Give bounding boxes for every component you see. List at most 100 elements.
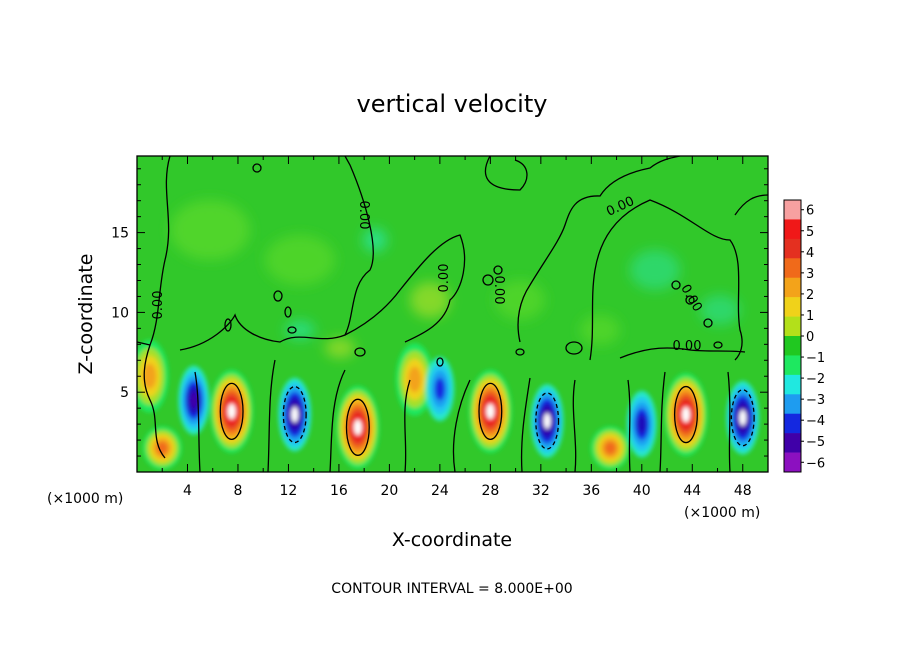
y-tick-label: 15 <box>111 226 129 242</box>
contour-label-4: 0.00 <box>491 276 506 305</box>
colorbar-swatch <box>784 433 801 453</box>
colorbar-tick-label: −5 <box>806 435 825 450</box>
zero-contour-16 <box>572 379 577 472</box>
downdraft-core-6-level-7 <box>739 410 747 426</box>
colorbar-swatch <box>784 297 801 317</box>
updraft-core-6-level-8 <box>486 403 495 420</box>
downdraft-core-3-level-4 <box>434 377 445 401</box>
zero-contour-5 <box>517 156 681 343</box>
contour-labels: 0.000.000.00 0.000.000.000.00 <box>151 194 705 354</box>
small-contour-e <box>482 274 494 286</box>
x-tick-label: 40 <box>633 483 651 499</box>
y-tick-label: 10 <box>111 305 129 321</box>
colorbar-tick-label: 5 <box>806 225 814 240</box>
x-tick-label: 36 <box>582 483 600 499</box>
colorbar-tick-label: 6 <box>806 204 814 219</box>
x-tick-label: 24 <box>431 483 449 499</box>
updraft-core-4-level-8 <box>353 419 362 436</box>
zero-contour-4 <box>484 156 528 191</box>
colorbar-swatch <box>784 200 801 220</box>
x-axis: 4 8 12 16 20 24 28 32 36 40 44 48 <box>136 156 769 499</box>
zero-contour-18 <box>659 371 666 472</box>
colorbar-swatch <box>784 355 801 376</box>
small-contour-f <box>493 265 503 275</box>
contour-label-3: 0.00 <box>437 264 452 293</box>
core-contour-12 <box>535 392 560 450</box>
zero-contour-11 <box>267 359 276 472</box>
x-tick-label: 28 <box>481 483 499 499</box>
zero-contour-19 <box>727 371 731 472</box>
small-contour-b <box>273 290 283 302</box>
plot-frame <box>136 155 769 473</box>
x-tick-label: 48 <box>734 483 752 499</box>
colorbar: 6 5 4 3 2 1 0 −1 −2 −3 −4 −5 −6 <box>783 199 825 473</box>
contour-label-2: 0.00 <box>356 201 371 230</box>
colorbar-tick-label: −3 <box>806 393 825 408</box>
x-units-right: (×1000 m) <box>684 505 760 521</box>
colorbar-swatch <box>784 238 801 259</box>
updraft-core-7-level-5 <box>604 441 616 455</box>
x-tick-label: 12 <box>280 483 298 499</box>
small-contour-i <box>703 318 713 328</box>
x-tick-label: 8 <box>233 483 242 499</box>
updraft-core-5-level-4 <box>408 366 422 393</box>
zero-contour-14 <box>452 379 471 472</box>
small-contour-n <box>224 318 232 332</box>
small-contour-k <box>565 341 583 355</box>
core-contour-3 <box>219 382 244 441</box>
y-axis-label: Z-coordinate <box>75 254 97 375</box>
core-contour-8 <box>673 385 698 444</box>
downdraft-core-2-level-7 <box>291 406 299 423</box>
zero-contour-15 <box>520 377 531 472</box>
contour-interval-note: CONTOUR INTERVAL = 8.000E+00 <box>331 581 572 597</box>
plot-area: 0.000.000.00 0.000.000.000.00 <box>137 156 768 472</box>
colorbar-swatch <box>784 394 801 415</box>
x-units-left: (×1000 m) <box>47 491 123 507</box>
zero-contour-6 <box>589 199 743 361</box>
core-contour-14 <box>730 389 755 447</box>
zero-contour-7 <box>619 347 746 359</box>
updraft-core-8-level-8 <box>681 406 690 423</box>
downdraft-core-4-level-7 <box>543 413 551 429</box>
zero-contour-13 <box>404 379 411 472</box>
x-tick-label: 32 <box>532 483 550 499</box>
colorbar-tick-label: 1 <box>806 309 814 324</box>
contour-layer <box>137 156 768 472</box>
small-contour-a <box>252 163 262 173</box>
x-tick-label: 4 <box>183 483 192 499</box>
y-axis: 5 10 15 <box>111 168 768 457</box>
upper-field-patches <box>170 200 740 358</box>
colorbar-swatch <box>784 452 801 473</box>
core-contour-10 <box>282 385 307 444</box>
small-contour-l <box>436 357 444 367</box>
core-contour-6 <box>478 382 503 441</box>
colorbar-tick-label: 0 <box>806 330 814 345</box>
y-tick-label: 5 <box>120 385 129 401</box>
small-contour-o <box>515 348 525 356</box>
colorbar-tick-label: −1 <box>806 351 825 366</box>
x-axis-label: X-coordinate <box>392 529 512 551</box>
downdraft-core-1-level-6 <box>190 391 198 409</box>
updraft-core-1-level-4 <box>143 363 157 389</box>
small-contour-j <box>713 341 723 349</box>
colorbar-swatch <box>784 219 801 240</box>
colorbar-swatch <box>784 258 801 279</box>
velocity-field-layer <box>137 339 760 470</box>
small-contour-m <box>354 347 366 357</box>
colorbar-swatch <box>784 277 801 298</box>
zero-contour-10 <box>194 371 201 472</box>
zero-contour-9 <box>143 344 166 459</box>
colorbar-tick-label: 2 <box>806 288 814 303</box>
colorbar-tick-label: −4 <box>806 414 825 429</box>
updraft-core-3-level-8 <box>227 403 236 420</box>
small-contour-g <box>671 280 681 290</box>
chart-title: vertical velocity <box>357 90 548 118</box>
colorbar-tick-label: 4 <box>806 246 814 261</box>
colorbar-swatch <box>784 316 801 337</box>
small-contour-c <box>284 306 292 318</box>
core-contour-4 <box>345 398 370 456</box>
zero-contour-2 <box>179 156 374 351</box>
zero-contour-1 <box>137 156 171 346</box>
downdraft-core-5-level-5 <box>637 414 647 434</box>
